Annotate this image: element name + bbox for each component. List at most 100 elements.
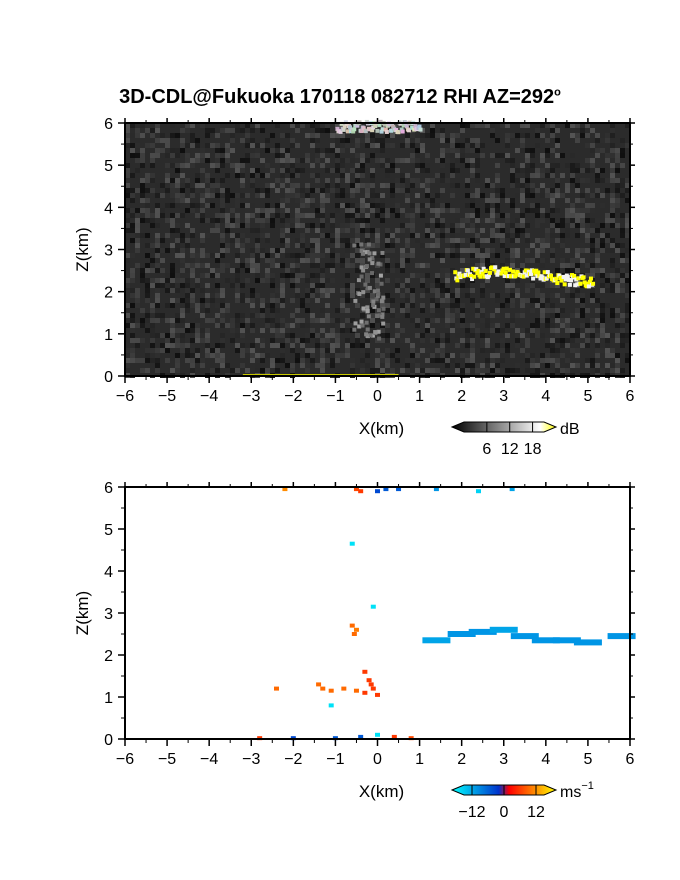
colorbar-unit: ms−1	[560, 780, 594, 801]
velocity-point	[509, 487, 515, 492]
x-tick-label: 5	[583, 751, 592, 768]
y-tick-label: 1	[104, 690, 113, 707]
y-tick-label: 2	[104, 285, 113, 302]
x-tick-label: 4	[541, 751, 550, 768]
x-tick-label: 3	[499, 388, 508, 405]
colorbar-tick-label: 12	[501, 441, 519, 458]
y-tick-label: 4	[104, 564, 113, 581]
y-tick-label: 3	[104, 243, 113, 260]
plot-background	[125, 487, 630, 739]
x-tick-label: 2	[457, 388, 466, 405]
x-tick-label: 6	[626, 388, 635, 405]
velocity-point	[375, 732, 380, 737]
heatmap-feature	[453, 265, 596, 289]
velocity-point	[391, 734, 397, 739]
x-tick-label: 1	[415, 751, 424, 768]
velocity-point	[353, 487, 359, 492]
velocity-point	[274, 686, 279, 691]
velocity-point	[351, 632, 357, 636]
y-axis-label: Z(km)	[73, 227, 92, 271]
x-tick-label: 3	[499, 751, 508, 768]
x-tick-label: −5	[158, 751, 176, 768]
heatmap-feature	[352, 242, 386, 341]
x-tick-label: 0	[373, 388, 382, 405]
x-axis-label: X(km)	[359, 419, 404, 438]
velocity-point	[607, 633, 636, 640]
velocity-point	[362, 669, 368, 674]
x-tick-label: 1	[415, 388, 424, 405]
colorbar	[450, 421, 558, 433]
y-tick-label: 6	[104, 480, 113, 497]
velocity-point	[349, 623, 355, 628]
y-tick-label: 1	[104, 327, 113, 344]
velocity-point	[316, 682, 322, 687]
y-tick-label: 3	[104, 606, 113, 623]
velocity-point	[396, 487, 402, 492]
velocity-point	[573, 639, 602, 646]
x-axis-label: X(km)	[359, 782, 404, 801]
velocity-point	[476, 489, 481, 494]
y-tick-label: 6	[104, 116, 113, 133]
velocity-point	[552, 637, 581, 644]
velocity-point	[433, 487, 439, 492]
y-tick-label: 4	[104, 200, 113, 217]
velocity-point	[422, 637, 451, 644]
x-tick-label: −1	[326, 388, 344, 405]
x-tick-label: 0	[373, 751, 382, 768]
velocity-point	[341, 686, 347, 691]
velocity-point	[362, 690, 368, 695]
x-tick-label: −3	[242, 751, 260, 768]
velocity-point	[510, 633, 539, 640]
x-tick-label: 5	[583, 388, 592, 405]
velocity-point	[370, 604, 376, 609]
colorbar-tick-label: 12	[527, 804, 545, 821]
y-axis-label: Z(km)	[73, 591, 92, 635]
x-tick-label: −3	[242, 388, 260, 405]
x-tick-label: −1	[326, 751, 344, 768]
x-tick-label: −5	[158, 388, 176, 405]
velocity-point	[383, 487, 389, 492]
colorbar-tick-label: 0	[500, 804, 509, 821]
x-tick-label: 6	[626, 751, 635, 768]
velocity-point	[489, 626, 518, 633]
velocity-point	[447, 631, 476, 637]
colorbar-tick-label: 18	[524, 441, 542, 458]
y-tick-label: 5	[104, 522, 113, 539]
velocity-point	[353, 627, 359, 632]
x-tick-label: 2	[457, 751, 466, 768]
figure-title: 3D-CDL@Fukuoka 170118 082712 RHI AZ=292o	[119, 86, 561, 108]
velocity-point	[349, 541, 355, 546]
velocity-point	[370, 686, 376, 691]
velocity-point	[358, 734, 364, 739]
x-tick-label: −6	[116, 388, 134, 405]
x-tick-label: −2	[284, 751, 302, 768]
colorbar-tick-label: 6	[482, 441, 491, 458]
y-tick-label: 0	[104, 369, 113, 386]
colorbar-unit: dB	[560, 421, 580, 438]
velocity-point	[320, 686, 326, 691]
velocity-point	[468, 628, 497, 635]
velocity-point	[366, 678, 372, 683]
velocity-point	[368, 682, 374, 687]
velocity-point	[531, 637, 560, 644]
colorbar-tick-label: −12	[458, 804, 485, 821]
velocity-point	[375, 489, 380, 494]
x-tick-label: −2	[284, 388, 302, 405]
velocity-point	[282, 487, 288, 492]
velocity-point	[328, 688, 334, 693]
heatmap-noise	[125, 123, 630, 378]
velocity-point	[328, 703, 334, 708]
velocity-point	[353, 688, 359, 693]
x-tick-label: −4	[200, 388, 218, 405]
velocity-point	[375, 692, 380, 697]
y-tick-label: 2	[104, 648, 113, 665]
velocity-point	[358, 489, 364, 494]
y-tick-label: 0	[104, 732, 113, 749]
y-tick-label: 5	[104, 158, 113, 175]
x-tick-label: −4	[200, 751, 218, 768]
x-tick-label: 4	[541, 388, 550, 405]
x-tick-label: −6	[116, 751, 134, 768]
